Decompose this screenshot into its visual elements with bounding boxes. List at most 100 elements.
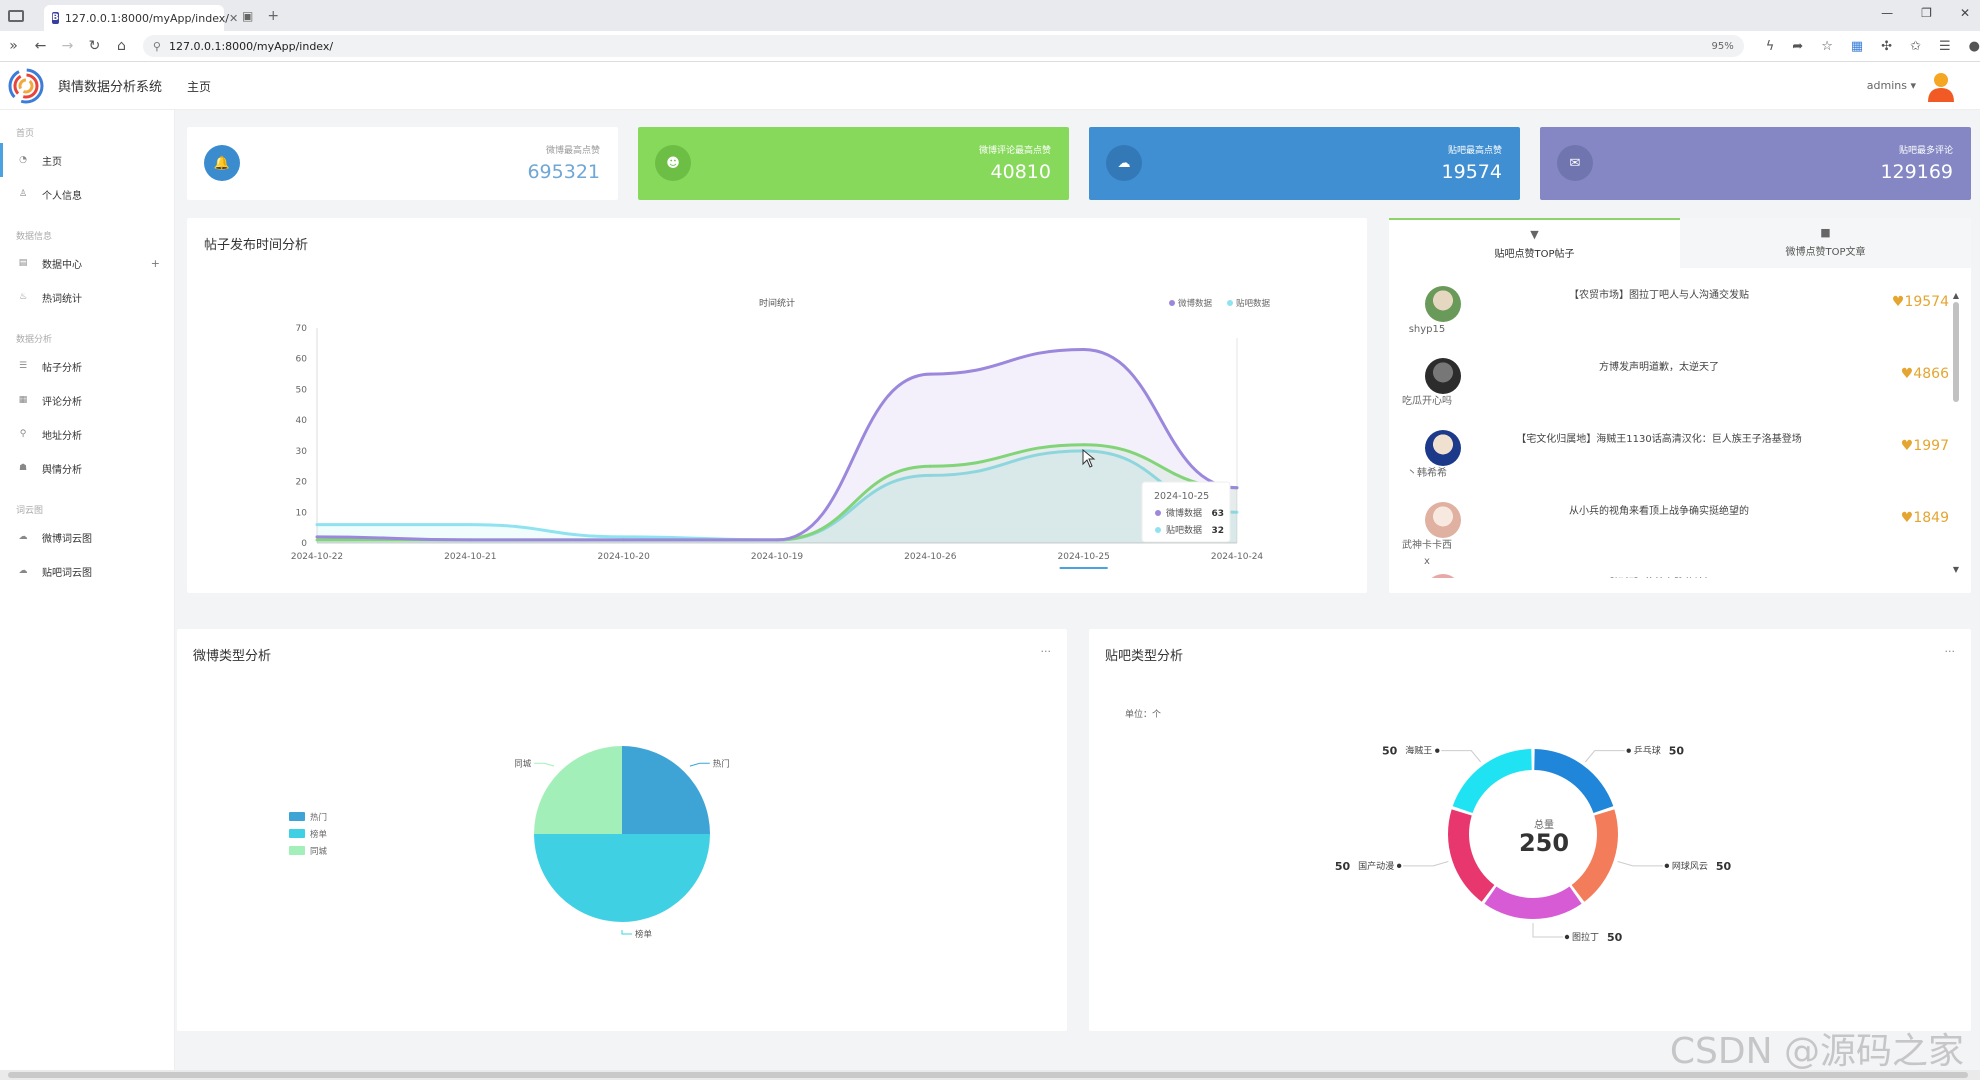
tieba-donut-chart[interactable]: 乒乓球 50 网球风云 50 图拉丁 50 国产动漫 50 海贼王 50 — [1089, 629, 1971, 1031]
legend-label[interactable]: 微博数据 — [1178, 298, 1213, 309]
author-name[interactable]: 丶韩希希 — [1407, 468, 1447, 479]
user-menu[interactable]: admins ▾ — [1866, 79, 1916, 92]
pie-slice[interactable] — [534, 746, 622, 834]
avatar[interactable] — [1425, 574, 1461, 578]
list-item[interactable]: 丶韩希希 【宅文化归属地】海贼王1130话高清汉化：巨人族王子洛基登场 ♥1997 — [1389, 422, 1949, 494]
series-point[interactable] — [1235, 510, 1239, 514]
post-title[interactable]: 【宅文化归属地】海贼王1130话高清汉化：巨人族王子洛基登场 — [1516, 434, 1802, 445]
expand-plus-icon[interactable]: + — [150, 256, 160, 270]
translate-icon[interactable]: ▦ — [1850, 38, 1864, 54]
extension-icon[interactable]: ✣ — [1881, 38, 1893, 54]
series-line[interactable] — [316, 347, 1238, 542]
lightning-icon[interactable]: ϟ — [1765, 38, 1775, 54]
series-point[interactable] — [775, 538, 779, 542]
tab-weibo-top[interactable]: ■ 微博点赞TOP文章 — [1680, 218, 1971, 268]
tab-tieba-top[interactable]: ▼ 贴吧点赞TOP帖子 — [1389, 218, 1680, 268]
post-title[interactable]: 从小兵的视角来看顶上战争确实挺绝望的 — [1569, 506, 1749, 517]
donut-total-value: 250 — [1518, 829, 1570, 857]
reload-icon[interactable]: ↻ — [88, 38, 101, 54]
series-point[interactable] — [315, 538, 319, 542]
donut-slice[interactable] — [1452, 749, 1532, 814]
series-point[interactable] — [928, 464, 932, 468]
avatar[interactable] — [1425, 358, 1461, 394]
donut-slice[interactable] — [1448, 809, 1495, 902]
legend-label[interactable]: 热门 — [310, 812, 327, 823]
close-tab-icon[interactable]: ✕ — [228, 11, 239, 25]
time-line-chart[interactable]: 时间统计 0 10 20 30 40 50 60 70 2024-10-22 2024-10-21 2… — [187, 218, 1367, 593]
menu-icon[interactable]: ☰ — [1938, 38, 1951, 54]
series-point[interactable] — [1082, 348, 1086, 351]
avatar[interactable] — [1425, 286, 1461, 322]
sidebar-item[interactable]: ♨ 热词统计 — [0, 280, 174, 314]
sidebar-item[interactable]: ♙ 个人信息 — [0, 177, 174, 211]
sidebar-item[interactable]: ◔ 主页 — [0, 143, 174, 177]
post-title[interactable]: 方博发声明道歉，太逆天了 — [1599, 362, 1719, 373]
restore-icon[interactable]: ❐ — [1921, 6, 1932, 20]
star-icon[interactable]: ☆ — [1821, 38, 1833, 54]
sidebar-item[interactable]: ☗ 舆情分析 — [0, 451, 174, 485]
page-scrollbar[interactable] — [0, 1070, 1980, 1080]
pie-slice[interactable] — [622, 746, 710, 834]
series-point[interactable] — [468, 538, 472, 542]
expand-icon[interactable]: » — [9, 38, 18, 54]
scrollbar-thumb[interactable] — [8, 1072, 1968, 1078]
url-input[interactable]: ⚲ 127.0.0.1:8000/myApp/index/ 95% — [142, 35, 1744, 57]
post-title[interactable]: 【农贸市场】图拉丁吧人与人沟通交发贴 — [1569, 290, 1749, 301]
list-item[interactable]: shyp15 【农贸市场】图拉丁吧人与人沟通交发贴 ♥19574 — [1389, 278, 1949, 350]
legend-label[interactable]: 榜单 — [310, 829, 328, 840]
url-text: 127.0.0.1:8000/myApp/index/ — [168, 39, 334, 53]
avatar[interactable] — [1425, 502, 1461, 538]
top-list[interactable]: shyp15 【农贸市场】图拉丁吧人与人沟通交发贴 ♥19574 吃瓜开心吗 方博发声明… — [1389, 278, 1949, 578]
tab-group-icon[interactable]: ▣ — [242, 8, 254, 23]
post-title[interactable]: 【视频】范美卡跌落神坛 — [1489, 574, 1829, 578]
series-point[interactable] — [928, 473, 932, 477]
series-point[interactable] — [928, 372, 932, 376]
favorites-icon[interactable]: ✩ — [1910, 38, 1921, 54]
series-point[interactable] — [1082, 443, 1086, 447]
zoom-indicator[interactable]: 95% — [1711, 40, 1734, 52]
donut-slice[interactable] — [1534, 749, 1614, 814]
avatar[interactable] — [1926, 70, 1956, 102]
sidebar-toggle-icon[interactable] — [8, 9, 24, 22]
group-icon: ☻ — [655, 145, 691, 181]
series-point[interactable] — [468, 523, 472, 527]
forward-icon[interactable]: → — [61, 38, 74, 54]
author-name[interactable]: shyp15 — [1408, 324, 1446, 335]
close-window-icon[interactable]: ✕ — [1959, 6, 1970, 20]
sidebar-item[interactable]: ⚲ 地址分析 — [0, 417, 174, 451]
donut-slice[interactable] — [1571, 809, 1618, 902]
list-item[interactable]: 【视频】范美卡跌落神坛♥1567 — [1389, 566, 1949, 578]
author-name[interactable]: 吃瓜开心吗 — [1402, 396, 1452, 407]
pie-slice[interactable] — [534, 834, 710, 922]
avatar[interactable] — [1425, 430, 1461, 466]
new-tab-icon[interactable]: + — [267, 7, 280, 24]
more-icon[interactable]: ··· — [1944, 645, 1956, 658]
sidebar-item[interactable]: ☁ 微博词云图 — [0, 520, 174, 554]
legend-label[interactable]: 同城 — [310, 847, 328, 857]
sidebar-item[interactable]: ☁ 贴吧词云图 — [0, 554, 174, 588]
breadcrumb[interactable]: 主页 — [187, 80, 212, 94]
series-point[interactable] — [622, 535, 626, 539]
sidebar-item[interactable]: ☰ 帖子分析 — [0, 349, 174, 383]
donut-slice[interactable] — [1484, 886, 1582, 919]
profile-icon[interactable]: ● — [1968, 38, 1980, 54]
series-point[interactable] — [315, 535, 319, 539]
list-scrollbar[interactable]: ▲ ▼ — [1951, 290, 1961, 574]
sidebar-item[interactable]: ▤ 数据中心 + — [0, 246, 174, 280]
share-icon[interactable]: ➦ — [1792, 38, 1804, 54]
series-point[interactable] — [1235, 486, 1239, 490]
list-item[interactable]: 武神卡卡西x 从小兵的视角来看顶上战争确实挺绝望的 ♥1849 — [1389, 494, 1949, 567]
list-item[interactable]: 吃瓜开心吗 方博发声明道歉，太逆天了 ♥4866 — [1389, 350, 1949, 422]
author-name[interactable]: 武神卡卡西x — [1402, 540, 1452, 567]
series-point[interactable] — [622, 538, 626, 542]
sidebar-section-title: 词云图 — [16, 506, 44, 516]
minimize-icon[interactable]: — — [1881, 6, 1894, 20]
more-icon[interactable]: ··· — [1040, 645, 1052, 658]
series-point[interactable] — [315, 523, 319, 527]
browser-tab[interactable]: B 127.0.0.1:8000/myApp/index/ ✕ — [44, 5, 238, 31]
legend-label[interactable]: 贴吧数据 — [1236, 298, 1271, 309]
sidebar-item[interactable]: ▦ 评论分析 — [0, 383, 174, 417]
home-icon[interactable]: ⌂ — [116, 38, 126, 54]
back-icon[interactable]: ← — [34, 38, 47, 54]
